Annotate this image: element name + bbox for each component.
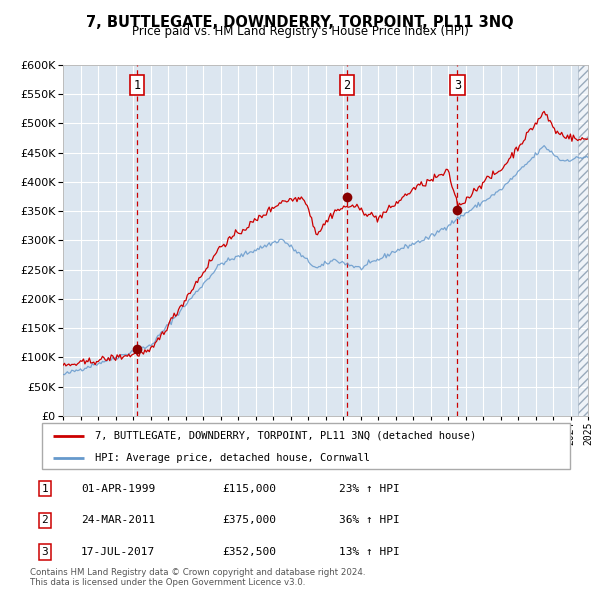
FancyBboxPatch shape xyxy=(42,423,570,469)
Text: £375,000: £375,000 xyxy=(222,516,276,525)
Text: 17-JUL-2017: 17-JUL-2017 xyxy=(81,548,155,557)
Text: Price paid vs. HM Land Registry's House Price Index (HPI): Price paid vs. HM Land Registry's House … xyxy=(131,25,469,38)
Text: 2: 2 xyxy=(41,516,49,525)
Text: 3: 3 xyxy=(41,548,49,557)
Text: 01-APR-1999: 01-APR-1999 xyxy=(81,484,155,493)
Text: 3: 3 xyxy=(454,79,461,92)
Text: 7, BUTTLEGATE, DOWNDERRY, TORPOINT, PL11 3NQ (detached house): 7, BUTTLEGATE, DOWNDERRY, TORPOINT, PL11… xyxy=(95,431,476,441)
Text: 7, BUTTLEGATE, DOWNDERRY, TORPOINT, PL11 3NQ: 7, BUTTLEGATE, DOWNDERRY, TORPOINT, PL11… xyxy=(86,15,514,30)
Text: 2: 2 xyxy=(343,79,350,92)
Text: 23% ↑ HPI: 23% ↑ HPI xyxy=(339,484,400,493)
Text: 24-MAR-2011: 24-MAR-2011 xyxy=(81,516,155,525)
Text: 1: 1 xyxy=(134,79,141,92)
Text: HPI: Average price, detached house, Cornwall: HPI: Average price, detached house, Corn… xyxy=(95,453,370,463)
Text: Contains HM Land Registry data © Crown copyright and database right 2024.
This d: Contains HM Land Registry data © Crown c… xyxy=(30,568,365,587)
Text: 36% ↑ HPI: 36% ↑ HPI xyxy=(339,516,400,525)
Text: £115,000: £115,000 xyxy=(222,484,276,493)
Text: 13% ↑ HPI: 13% ↑ HPI xyxy=(339,548,400,557)
Text: 1: 1 xyxy=(41,484,49,493)
Text: £352,500: £352,500 xyxy=(222,548,276,557)
